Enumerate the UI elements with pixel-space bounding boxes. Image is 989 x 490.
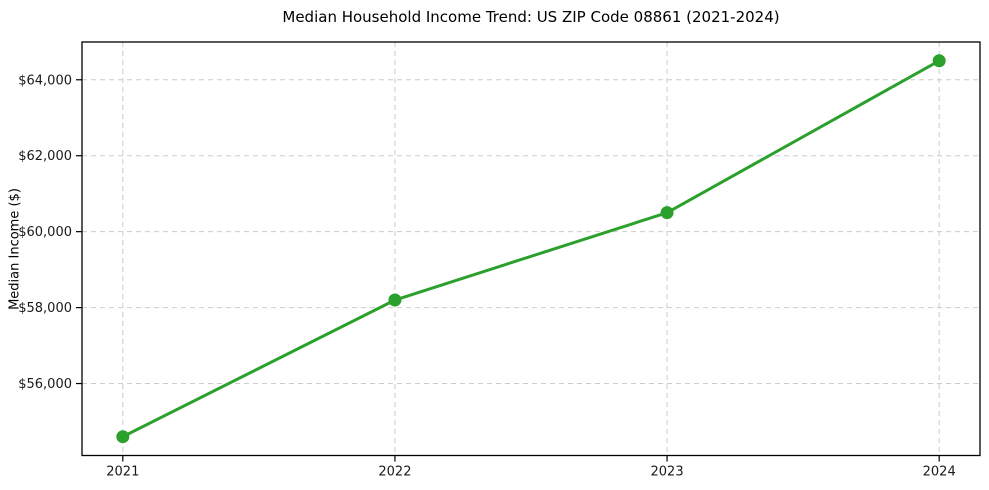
x-tick-label: 2022 xyxy=(378,465,411,480)
x-tick-label: 2024 xyxy=(923,465,956,480)
y-tick-label: $58,000 xyxy=(18,301,72,316)
x-tick-label: 2021 xyxy=(106,465,139,480)
data-point-2024 xyxy=(932,54,946,68)
y-tick-label: $62,000 xyxy=(18,149,72,164)
data-point-2023 xyxy=(660,206,674,220)
chart-title: Median Household Income Trend: US ZIP Co… xyxy=(282,8,780,26)
y-tick-label: $56,000 xyxy=(18,377,72,392)
x-tick-label: 2023 xyxy=(651,465,684,480)
trend-line xyxy=(121,59,941,439)
y-tick-label: $60,000 xyxy=(18,225,72,240)
y-tick-label: $64,000 xyxy=(18,73,72,88)
data-point-2022 xyxy=(388,293,402,307)
data-point-2021 xyxy=(116,430,130,444)
plot-border xyxy=(81,41,981,457)
